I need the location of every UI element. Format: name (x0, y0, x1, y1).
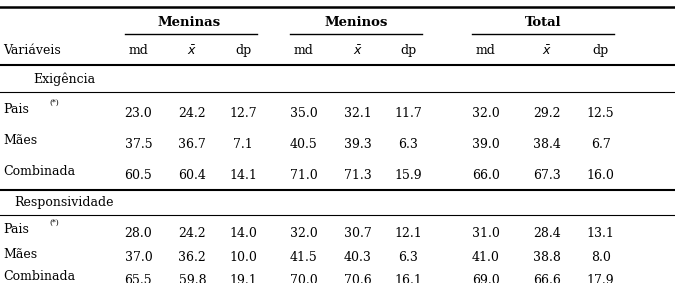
Text: 36.2: 36.2 (178, 251, 207, 264)
Text: 40.5: 40.5 (290, 138, 318, 151)
Text: 16.1: 16.1 (394, 274, 423, 283)
Text: md: md (128, 44, 148, 57)
Text: 29.2: 29.2 (533, 107, 560, 120)
Text: 36.7: 36.7 (178, 138, 207, 151)
Text: Meninas: Meninas (157, 16, 221, 29)
Text: 6.3: 6.3 (398, 251, 418, 264)
Text: 70.6: 70.6 (344, 274, 372, 283)
Text: 12.1: 12.1 (394, 227, 423, 240)
Text: 10.0: 10.0 (229, 251, 257, 264)
Text: dp: dp (400, 44, 416, 57)
Text: 32.1: 32.1 (344, 107, 372, 120)
Text: 40.3: 40.3 (344, 251, 372, 264)
Text: 32.0: 32.0 (290, 227, 318, 240)
Text: 35.0: 35.0 (290, 107, 318, 120)
Text: 6.7: 6.7 (591, 138, 611, 151)
Text: 38.4: 38.4 (533, 138, 561, 151)
Text: $\bar{x}$: $\bar{x}$ (542, 44, 551, 58)
Text: Mães: Mães (3, 134, 38, 147)
Text: 15.9: 15.9 (395, 169, 422, 182)
Text: 71.3: 71.3 (344, 169, 372, 182)
Text: 12.7: 12.7 (230, 107, 256, 120)
Text: 6.3: 6.3 (398, 138, 418, 151)
Text: (*): (*) (49, 98, 59, 106)
Text: Total: Total (525, 16, 562, 29)
Text: 32.0: 32.0 (472, 107, 500, 120)
Text: 30.7: 30.7 (344, 227, 372, 240)
Text: Exigência: Exigência (33, 72, 95, 86)
Text: Pais: Pais (3, 224, 29, 237)
Text: 24.2: 24.2 (179, 107, 206, 120)
Text: 19.1: 19.1 (229, 274, 257, 283)
Text: 14.0: 14.0 (229, 227, 257, 240)
Text: Combinada: Combinada (3, 166, 76, 179)
Text: 60.5: 60.5 (124, 169, 153, 182)
Text: 11.7: 11.7 (394, 107, 423, 120)
Text: 59.8: 59.8 (179, 274, 206, 283)
Text: $\bar{x}$: $\bar{x}$ (353, 44, 362, 58)
Text: 66.0: 66.0 (472, 169, 500, 182)
Text: 39.0: 39.0 (472, 138, 500, 151)
Text: 14.1: 14.1 (229, 169, 257, 182)
Text: Variáveis: Variáveis (3, 44, 61, 57)
Text: 12.5: 12.5 (587, 107, 614, 120)
Text: 7.1: 7.1 (233, 138, 253, 151)
Text: 38.8: 38.8 (533, 251, 561, 264)
Text: Mães: Mães (3, 248, 38, 261)
Text: 37.0: 37.0 (124, 251, 153, 264)
Text: 70.0: 70.0 (290, 274, 318, 283)
Text: Combinada: Combinada (3, 270, 76, 283)
Text: Responsividade: Responsividade (14, 196, 114, 209)
Text: 69.0: 69.0 (472, 274, 500, 283)
Text: 16.0: 16.0 (587, 169, 615, 182)
Text: md: md (476, 44, 496, 57)
Text: (*): (*) (49, 219, 59, 227)
Text: 37.5: 37.5 (125, 138, 152, 151)
Text: md: md (294, 44, 314, 57)
Text: 28.4: 28.4 (533, 227, 561, 240)
Text: 66.6: 66.6 (533, 274, 561, 283)
Text: dp: dp (593, 44, 609, 57)
Text: 13.1: 13.1 (587, 227, 615, 240)
Text: 39.3: 39.3 (344, 138, 372, 151)
Text: 17.9: 17.9 (587, 274, 614, 283)
Text: 41.0: 41.0 (472, 251, 500, 264)
Text: $\bar{x}$: $\bar{x}$ (188, 44, 197, 58)
Text: 28.0: 28.0 (124, 227, 153, 240)
Text: 67.3: 67.3 (533, 169, 561, 182)
Text: 71.0: 71.0 (290, 169, 318, 182)
Text: 31.0: 31.0 (472, 227, 500, 240)
Text: Meninos: Meninos (324, 16, 387, 29)
Text: 8.0: 8.0 (591, 251, 611, 264)
Text: dp: dp (235, 44, 251, 57)
Text: Pais: Pais (3, 103, 29, 116)
Text: 41.5: 41.5 (290, 251, 318, 264)
Text: 24.2: 24.2 (179, 227, 206, 240)
Text: 60.4: 60.4 (178, 169, 207, 182)
Text: 23.0: 23.0 (124, 107, 153, 120)
Text: 65.5: 65.5 (125, 274, 152, 283)
